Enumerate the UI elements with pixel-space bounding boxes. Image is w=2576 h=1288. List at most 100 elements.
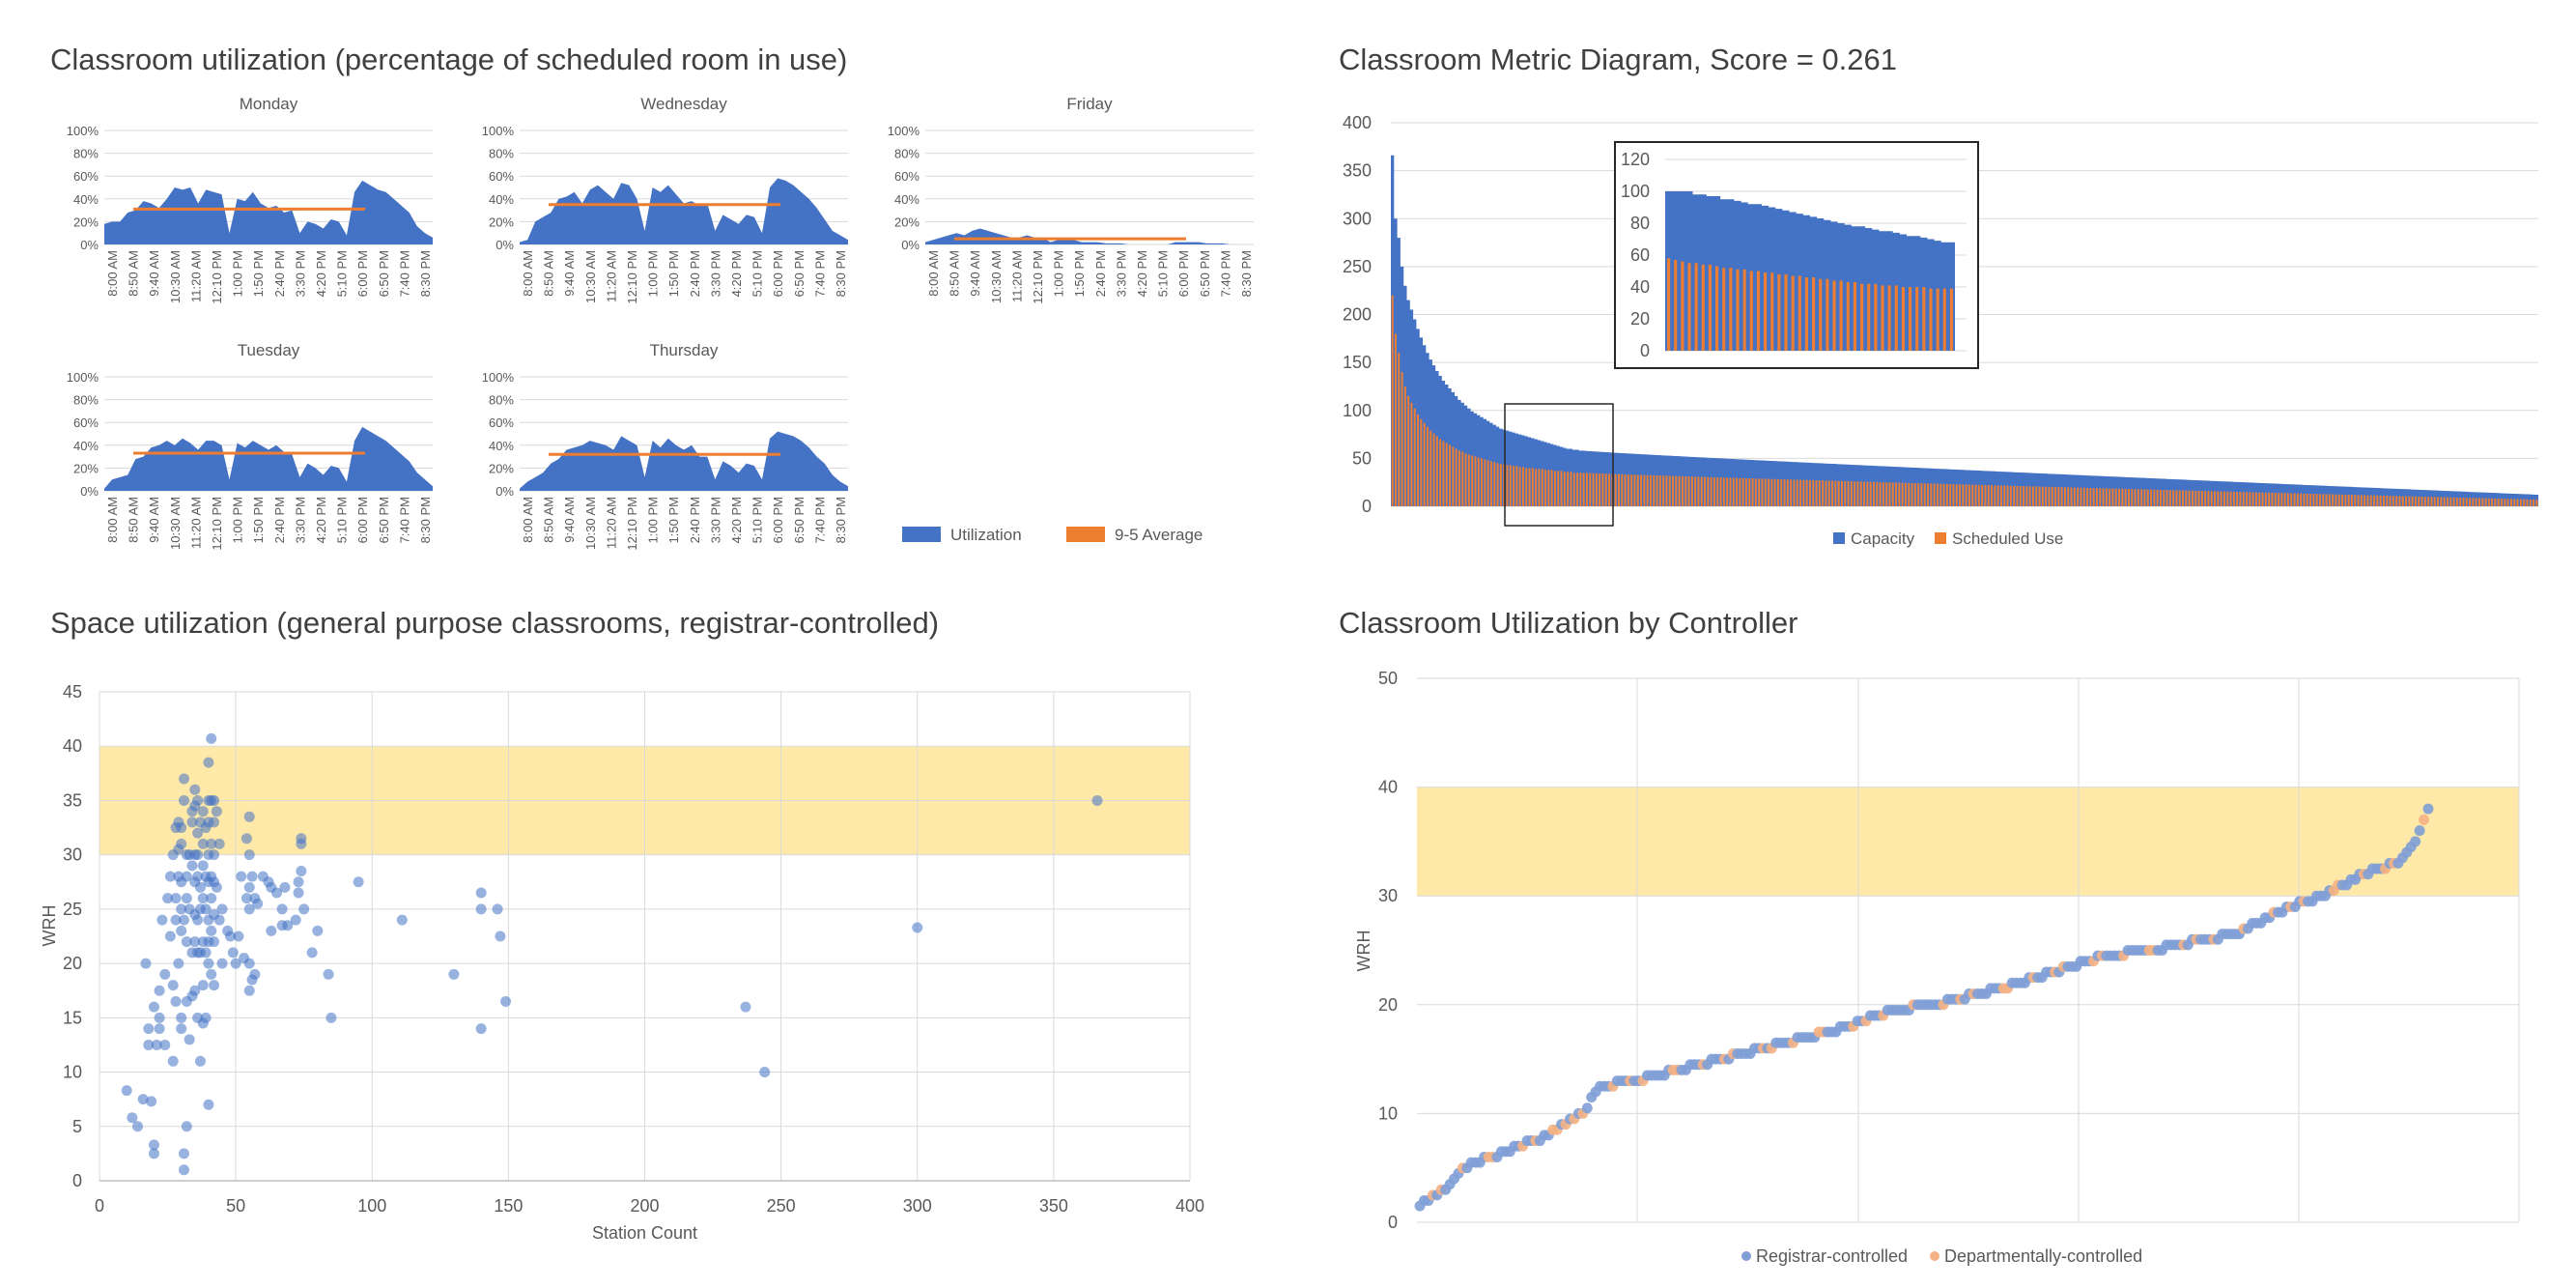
utilization-area: [520, 178, 848, 244]
y-tick-label: 45: [63, 682, 82, 701]
scatter-point: [270, 887, 282, 899]
scheduled-use-bar: [2395, 496, 2398, 506]
scheduled-use-bar: [1643, 474, 1646, 506]
day-chart-title: Tuesday: [238, 341, 300, 359]
scheduled-use-bar: [2045, 486, 2048, 506]
scheduled-use-bar: [1876, 481, 1879, 506]
scheduled-use-bar: [1872, 481, 1875, 506]
scheduled-use-bar: [2366, 495, 2369, 506]
scheduled-use-bar: [1923, 483, 1926, 506]
inset-scheduled-bar: [1798, 275, 1801, 351]
scheduled-use-bar: [2389, 496, 2392, 506]
utilization-area: [520, 431, 848, 491]
scatter-point: [178, 1148, 189, 1159]
scheduled-use-bar: [2168, 490, 2171, 506]
scatter-point: [127, 1112, 138, 1124]
scheduled-use-bar: [1544, 470, 1547, 506]
scheduled-use-bar: [2159, 489, 2162, 506]
scatter-point: [176, 822, 187, 834]
x-tick-label: 2:40 PM: [272, 497, 287, 543]
x-tick-label: 11:20 AM: [604, 250, 618, 302]
scheduled-use-bar: [2204, 491, 2207, 506]
scatter-point: [170, 995, 182, 1007]
scheduled-use-bar: [1744, 477, 1747, 506]
scheduled-use-bar: [2405, 496, 2408, 506]
inset-scheduled-bar: [1832, 280, 1836, 351]
scatter-point: [148, 1148, 159, 1159]
scheduled-use-bar: [2271, 492, 2274, 506]
scatter-point: [154, 985, 165, 996]
x-tick-label: 4:20 PM: [314, 497, 328, 543]
scatter-point: [148, 1001, 159, 1013]
x-tick-label: 10:30 AM: [168, 250, 183, 303]
y-tick-label: 100%: [67, 370, 99, 385]
scatter-point: [243, 811, 255, 822]
y-tick-label: 40%: [489, 439, 514, 453]
y-tick-label: 60%: [894, 169, 920, 184]
scheduled-use-bar: [2185, 490, 2188, 506]
scheduled-use-bar: [2048, 486, 2051, 506]
scatter-point: [186, 860, 198, 872]
scatter-point: [241, 893, 252, 904]
scheduled-use-bar: [1678, 475, 1681, 506]
scheduled-use-bar: [2124, 488, 2127, 506]
inset-scheduled-bar: [1853, 282, 1856, 351]
scheduled-use-bar: [1761, 478, 1764, 506]
scheduled-use-bar: [1741, 477, 1744, 506]
y-tick-label: 40: [63, 736, 82, 756]
scheduled-use-bar: [2114, 488, 2117, 506]
scatter-point: [173, 958, 184, 969]
inset-scheduled-bar: [1894, 285, 1898, 351]
scheduled-use-bar: [1687, 476, 1690, 506]
scatter-point: [132, 1121, 144, 1132]
y-tick-label: 100: [1343, 401, 1372, 420]
scheduled-use-bar: [2222, 491, 2225, 506]
scatter-point: [192, 871, 204, 882]
scheduled-use-bar: [1432, 433, 1435, 506]
y-tick-label: 150: [1343, 353, 1372, 372]
scheduled-use-bar: [2379, 495, 2382, 506]
scatter-point: [276, 903, 288, 915]
scatter-point: [233, 930, 244, 942]
y-tick-label: 40%: [73, 439, 99, 453]
scheduled-use-bar: [1653, 474, 1656, 506]
scheduled-use-bar: [1553, 471, 1556, 506]
scheduled-use-bar: [1449, 444, 1452, 506]
inset-scheduled-bar: [1929, 288, 1933, 351]
scatter-point: [296, 838, 307, 849]
scheduled-use-bar: [2300, 493, 2303, 506]
x-tick-label: 1:50 PM: [666, 250, 681, 297]
x-tick-label: 1:50 PM: [1072, 250, 1087, 297]
scheduled-use-bar: [1726, 477, 1729, 506]
inset-scheduled-bar: [1736, 269, 1740, 351]
x-tick-label: 5:10 PM: [335, 250, 350, 297]
scheduled-use-bar: [2477, 498, 2480, 506]
scheduled-use-bar: [1461, 451, 1464, 506]
scheduled-use-bar: [2516, 499, 2519, 506]
scheduled-use-bar: [1684, 475, 1687, 506]
scheduled-use-bar: [1464, 453, 1467, 506]
x-tick-label: 11:20 AM: [1009, 250, 1024, 302]
scatter-point: [200, 947, 212, 959]
metric-chart: 0 50 100 150 200 250 300 350 400 0 20 40 60 80 100 120 C…: [1343, 113, 2538, 548]
scheduled-use-bar: [2200, 491, 2203, 506]
scheduled-use-bar: [1776, 478, 1779, 506]
scheduled-use-bar: [1658, 475, 1661, 506]
y-tick-label: 100%: [888, 124, 920, 138]
x-tick-label: 3:30 PM: [293, 497, 307, 543]
scheduled-use-bar: [1665, 475, 1668, 506]
scheduled-use-bar: [1439, 439, 1442, 506]
x-tick-label: 8:50 AM: [127, 497, 141, 543]
scheduled-use-bar: [1509, 465, 1512, 506]
y-tick-label: 25: [63, 900, 82, 919]
scatter-point: [162, 893, 174, 904]
scheduled-use-bar: [1560, 471, 1563, 506]
scheduled-use-bar: [2038, 486, 2041, 506]
scatter-point: [211, 806, 222, 817]
scheduled-use-bar: [1780, 478, 1783, 506]
scheduled-use-bar: [2497, 498, 2500, 506]
y-axis-title: WRH: [1354, 930, 1373, 972]
scheduled-use-bar: [1790, 479, 1793, 506]
scheduled-use-bar: [1704, 476, 1707, 506]
scheduled-use-bar: [2423, 497, 2426, 506]
